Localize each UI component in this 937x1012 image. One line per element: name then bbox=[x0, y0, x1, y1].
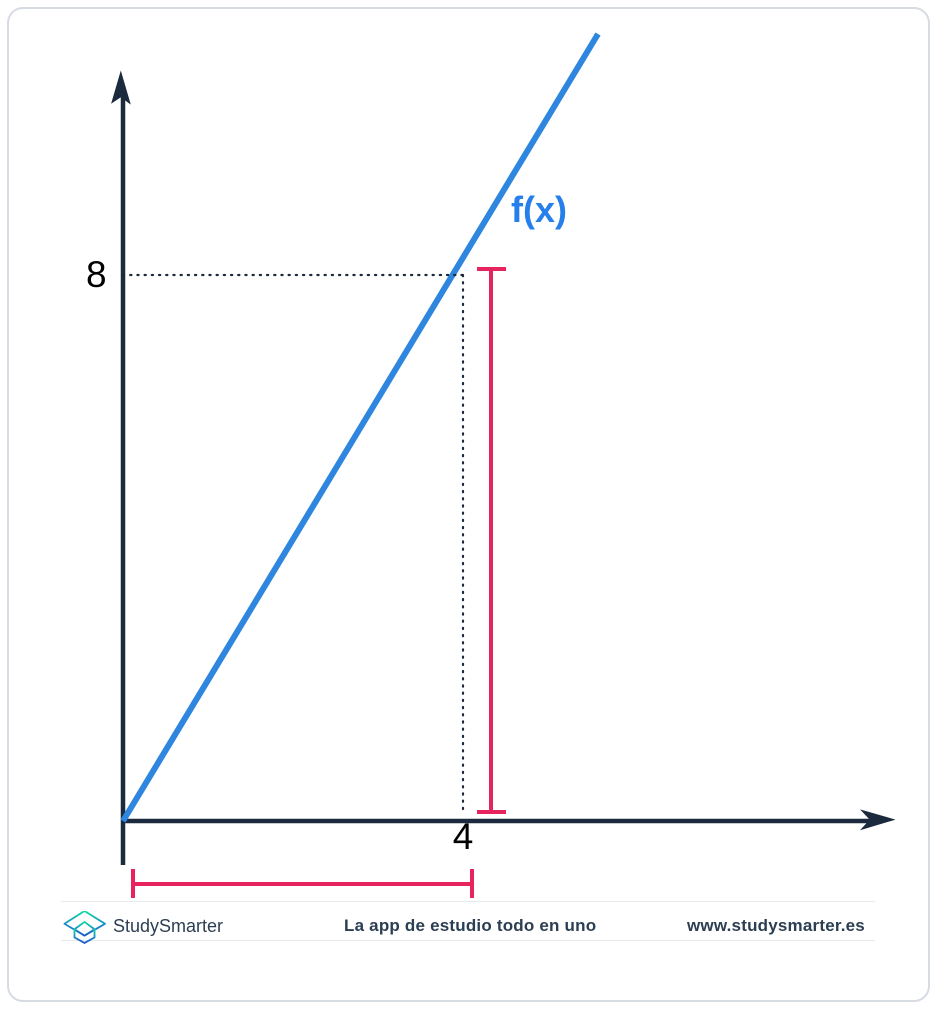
svg-text:f(x): f(x) bbox=[511, 189, 567, 230]
svg-text:4: 4 bbox=[453, 816, 474, 857]
svg-text:8: 8 bbox=[86, 254, 107, 295]
